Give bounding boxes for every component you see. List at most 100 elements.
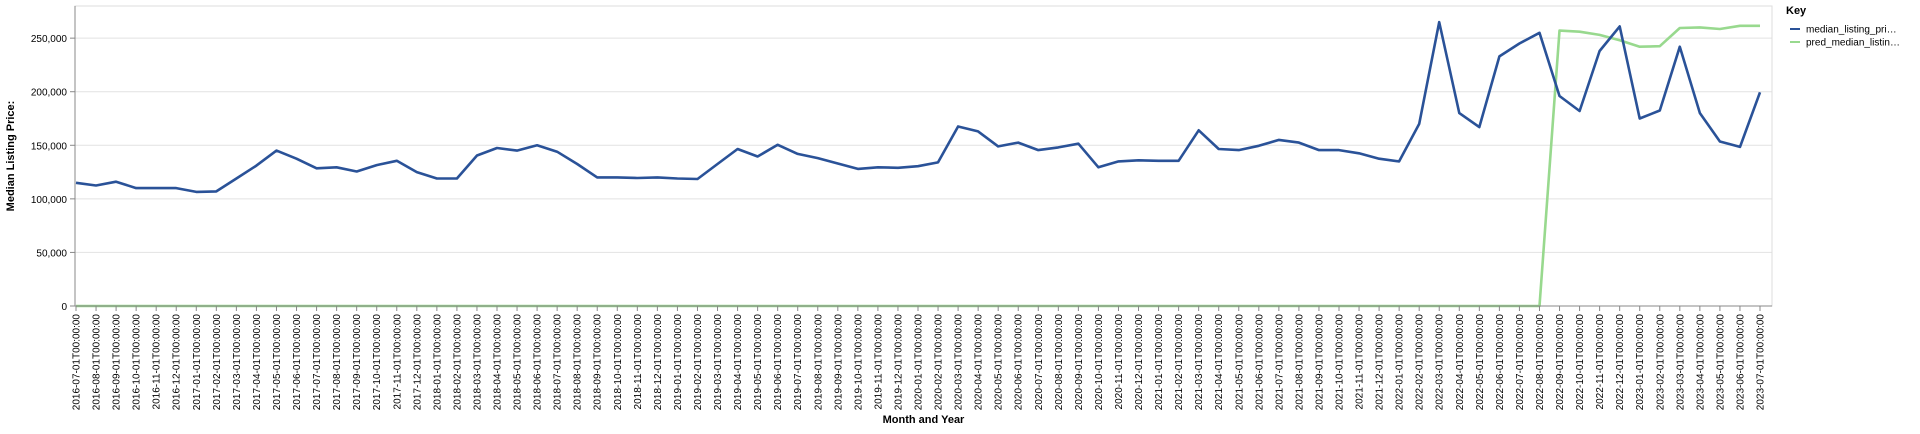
x-tick-label: 2017-03-01T00:00:00 (232, 314, 243, 411)
plot-frame (74, 5, 1773, 307)
x-tick-label: 2019-12-01T00:00:00 (893, 314, 904, 411)
x-tick-label: 2018-11-01T00:00:00 (633, 314, 644, 410)
x-tick-label: 2020-06-01T00:00:00 (1014, 314, 1025, 411)
x-tick-label: 2023-04-01T00:00:00 (1695, 314, 1706, 411)
x-tick-label: 2021-01-01T00:00:00 (1154, 314, 1165, 411)
x-tick-label: 2020-09-01T00:00:00 (1074, 314, 1085, 411)
grid-lines (75, 37, 1772, 307)
x-tick-label: 2018-04-01T00:00:00 (493, 314, 504, 411)
x-tick-label: 2019-03-01T00:00:00 (713, 314, 724, 411)
x-tick-label: 2021-08-01T00:00:00 (1294, 314, 1305, 411)
x-tick-label: 2017-08-01T00:00:00 (332, 314, 343, 411)
x-tick-label: 2017-01-01T00:00:00 (192, 314, 203, 411)
series-line-median-listing-pri- (75, 20, 1762, 194)
x-tick-label: 2019-02-01T00:00:00 (693, 314, 704, 411)
x-tick-label: 2022-11-01T00:00:00 (1595, 314, 1606, 410)
legend-entry: median_listing_pri… (1806, 25, 1897, 36)
x-tick-label: 2016-09-01T00:00:00 (112, 314, 123, 411)
x-tick-label: 2021-10-01T00:00:00 (1335, 314, 1346, 411)
x-tick-label: 2016-10-01T00:00:00 (132, 314, 143, 411)
x-tick-label: 2023-05-01T00:00:00 (1715, 314, 1726, 411)
legend: Key median_listing_pri… pred_median_listi… (1786, 5, 1900, 49)
x-tick-label: 2021-04-01T00:00:00 (1214, 314, 1225, 411)
y-tick-label: 100,000 (31, 195, 68, 206)
x-tick-label: 2018-09-01T00:00:00 (593, 314, 604, 411)
legend-title: Key (1786, 5, 1807, 17)
x-tick-label: 2017-02-01T00:00:00 (212, 314, 223, 411)
x-tick-label: 2019-06-01T00:00:00 (773, 314, 784, 411)
x-tick-label: 2017-06-01T00:00:00 (292, 314, 303, 411)
x-tick-label: 2019-04-01T00:00:00 (733, 314, 744, 411)
y-tick-label: 200,000 (31, 88, 68, 99)
x-tick-label: 2022-03-01T00:00:00 (1435, 314, 1446, 411)
x-tick-label: 2018-07-01T00:00:00 (553, 314, 564, 411)
x-tick-label: 2018-12-01T00:00:00 (653, 314, 664, 411)
x-tick-label: 2017-09-01T00:00:00 (352, 314, 363, 411)
x-tick-label: 2017-12-01T00:00:00 (412, 314, 423, 411)
x-tick-label: 2020-11-01T00:00:00 (1114, 314, 1125, 410)
x-tick-label: 2021-12-01T00:00:00 (1375, 314, 1386, 411)
series-layer (75, 20, 1762, 308)
y-axis: 0 50,000 100,000 150,000 200,000 250,000 (31, 6, 76, 313)
x-tick-label: 2023-01-01T00:00:00 (1635, 314, 1646, 411)
y-tick-label: 0 (61, 302, 67, 313)
x-tick-label: 2018-01-01T00:00:00 (432, 314, 443, 411)
x-tick-label: 2020-01-01T00:00:00 (914, 314, 925, 411)
x-tick-label: 2018-08-01T00:00:00 (573, 314, 584, 411)
x-tick-label: 2018-03-01T00:00:00 (472, 314, 483, 411)
legend-entry: pred_median_listin… (1806, 38, 1900, 49)
x-tick-label: 2019-09-01T00:00:00 (833, 314, 844, 411)
x-tick-label: 2022-04-01T00:00:00 (1455, 314, 1466, 411)
x-tick-label: 2020-08-01T00:00:00 (1054, 314, 1065, 411)
x-tick-label: 2023-07-01T00:00:00 (1756, 314, 1767, 411)
x-tick-label: 2016-08-01T00:00:00 (92, 314, 103, 411)
x-tick-label: 2022-01-01T00:00:00 (1395, 314, 1406, 411)
x-axis: 2016-07-01T00:00:00 2016-08-01T00:00:00 20… (72, 305, 1772, 411)
x-tick-label: 2020-02-01T00:00:00 (934, 314, 945, 411)
x-tick-label: 2021-09-01T00:00:00 (1314, 314, 1325, 411)
x-tick-label: 2022-05-01T00:00:00 (1475, 314, 1486, 411)
x-tick-label: 2016-11-01T00:00:00 (152, 314, 163, 410)
x-tick-label: 2017-04-01T00:00:00 (252, 314, 263, 411)
x-tick-label: 2020-05-01T00:00:00 (994, 314, 1005, 411)
x-tick-label: 2019-08-01T00:00:00 (813, 314, 824, 411)
x-tick-label: 2022-12-01T00:00:00 (1615, 314, 1626, 411)
x-tick-label: 2018-05-01T00:00:00 (513, 314, 524, 411)
x-tick-label: 2017-05-01T00:00:00 (272, 314, 283, 411)
x-tick-label: 2022-10-01T00:00:00 (1575, 314, 1586, 411)
x-tick-label: 2017-07-01T00:00:00 (312, 314, 323, 411)
y-axis-label: Median Listing Price: (5, 101, 17, 212)
x-tick-label: 2017-10-01T00:00:00 (372, 314, 383, 411)
x-tick-label: 2022-07-01T00:00:00 (1515, 314, 1526, 411)
x-tick-label: 2021-02-01T00:00:00 (1174, 314, 1185, 411)
x-tick-label: 2020-04-01T00:00:00 (974, 314, 985, 411)
x-tick-label: 2019-05-01T00:00:00 (753, 314, 764, 411)
x-tick-label: 2023-06-01T00:00:00 (1735, 314, 1746, 411)
x-tick-label: 2022-08-01T00:00:00 (1535, 314, 1546, 411)
x-tick-label: 2021-07-01T00:00:00 (1274, 314, 1285, 411)
x-tick-label: 2019-11-01T00:00:00 (873, 314, 884, 410)
x-tick-label: 2021-11-01T00:00:00 (1355, 314, 1366, 410)
x-tick-label: 2021-03-01T00:00:00 (1194, 314, 1205, 411)
x-tick-label: 2017-11-01T00:00:00 (392, 314, 403, 410)
x-tick-label: 2018-10-01T00:00:00 (613, 314, 624, 411)
x-tick-label: 2021-05-01T00:00:00 (1234, 314, 1245, 411)
x-tick-label: 2020-10-01T00:00:00 (1094, 314, 1105, 411)
x-tick-label: 2019-01-01T00:00:00 (673, 314, 684, 411)
y-tick-label: 150,000 (31, 141, 68, 152)
x-axis-label: Month and Year (883, 414, 965, 426)
x-tick-label: 2018-06-01T00:00:00 (533, 314, 544, 411)
x-tick-label: 2022-02-01T00:00:00 (1415, 314, 1426, 411)
x-tick-label: 2023-03-01T00:00:00 (1675, 314, 1686, 411)
x-tick-label: 2016-07-01T00:00:00 (72, 314, 83, 411)
x-tick-label: 2021-06-01T00:00:00 (1254, 314, 1265, 411)
x-tick-label: 2020-12-01T00:00:00 (1134, 314, 1145, 411)
x-tick-label: 2020-03-01T00:00:00 (954, 314, 965, 411)
x-tick-label: 2022-09-01T00:00:00 (1555, 314, 1566, 411)
x-tick-label: 2019-07-01T00:00:00 (793, 314, 804, 411)
y-tick-label: 50,000 (36, 248, 67, 259)
x-tick-label: 2020-07-01T00:00:00 (1034, 314, 1045, 411)
x-tick-label: 2022-06-01T00:00:00 (1495, 314, 1506, 411)
